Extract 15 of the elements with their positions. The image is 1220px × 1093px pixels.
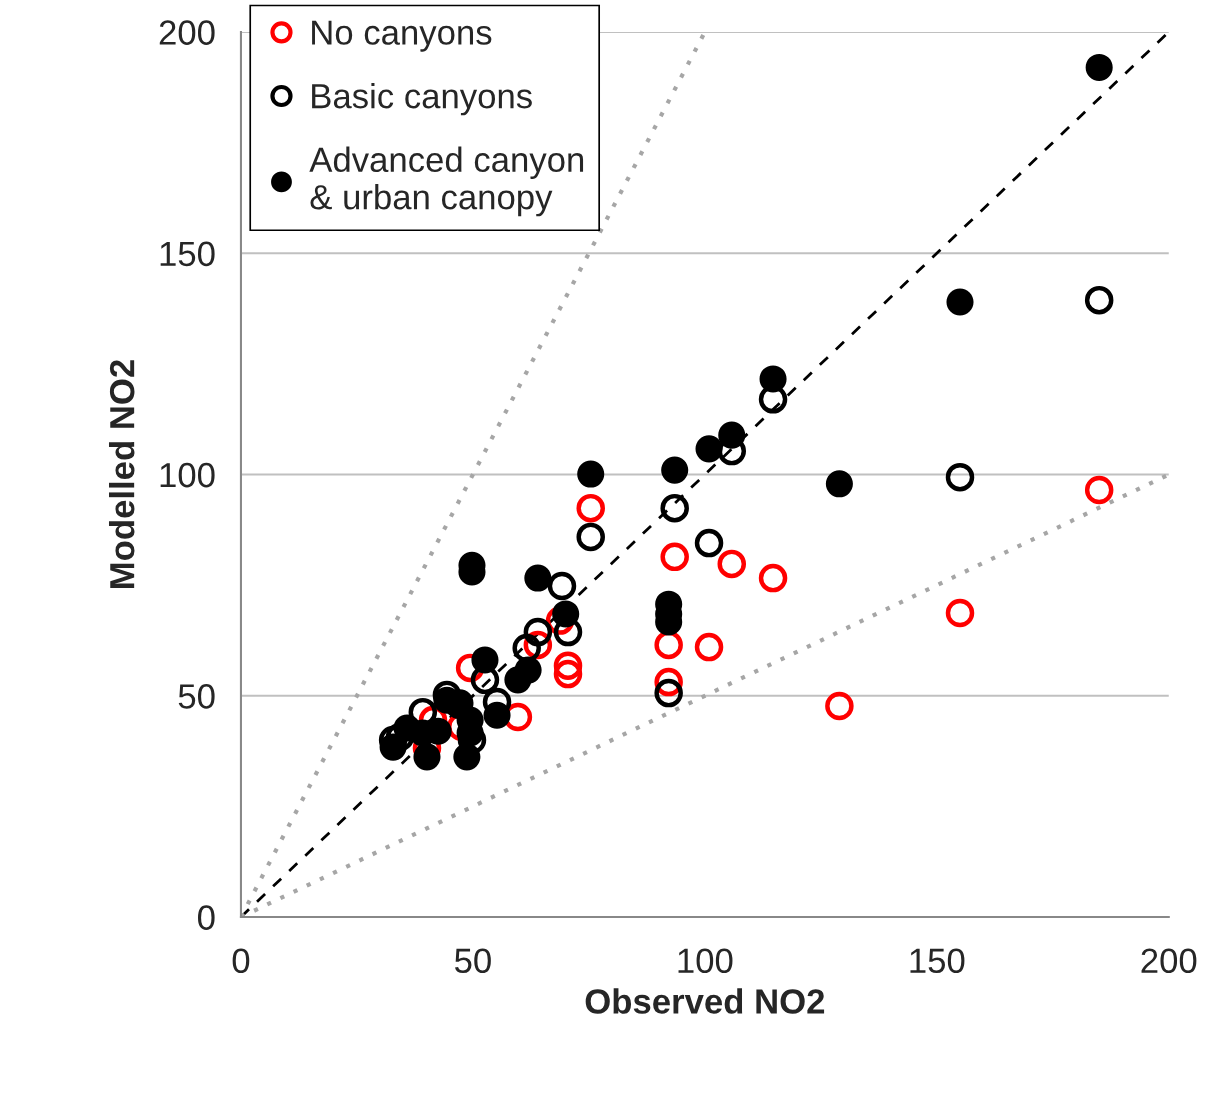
x-tick-label: 0 [232, 948, 250, 974]
x-tick-label: 50 [454, 948, 491, 974]
x-tick-label: 150 [910, 948, 965, 974]
y-tick-label: 150 [160, 241, 215, 267]
legend-label: No canyons [312, 20, 492, 52]
y-tick-label: 0 [198, 905, 215, 930]
y-tick-label: 100 [160, 462, 215, 488]
y-tick-label: 50 [178, 684, 215, 709]
x-tick-label: 100 [678, 948, 733, 974]
x-axis-title: Observed NO2 [585, 988, 825, 1014]
legend-label: Basic canyons [312, 82, 532, 116]
y-axis-title: Modelled NO2 [108, 360, 135, 588]
legend-label: Advanced canyon & urban canopy [309, 146, 584, 217]
y-tick-label: 200 [159, 20, 215, 45]
x-tick-label: 200 [1141, 948, 1197, 974]
